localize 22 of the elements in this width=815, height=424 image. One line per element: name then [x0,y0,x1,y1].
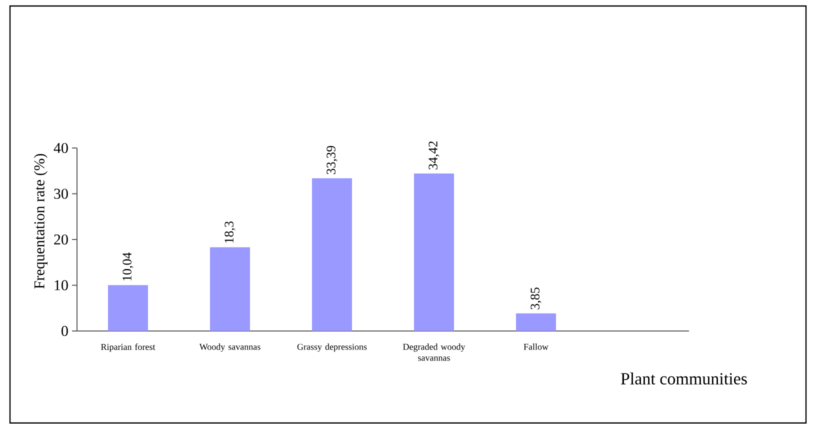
bar [108,285,148,332]
data-label: 34,42 [428,142,440,170]
bar [210,247,250,332]
data-label: 3,85 [530,288,542,310]
y-tick-label: 30 [54,188,68,200]
y-tick-label: 40 [54,143,68,154]
y-axis-title: Frequentation rate (%) [34,154,48,289]
data-label: 33,39 [326,146,338,174]
x-tick-label: Woody savannas [199,344,260,352]
y-tick-label: 20 [54,234,68,245]
bar [414,174,454,332]
x-tick-label: Fallow [524,344,548,350]
data-label: 10,04 [122,252,134,281]
data-label: 18,3 [224,222,236,243]
y-tick-label: 0 [62,326,68,336]
x-tick-label: Grassy depressions [297,344,367,352]
y-tick-label: 10 [54,280,68,291]
x-axis-title: Plant communities [620,372,747,385]
x-tick-label: Riparian forest [101,344,156,352]
bar [516,314,556,332]
x-tick-label: Degraded woody savannas [403,344,466,362]
bar [312,178,352,332]
